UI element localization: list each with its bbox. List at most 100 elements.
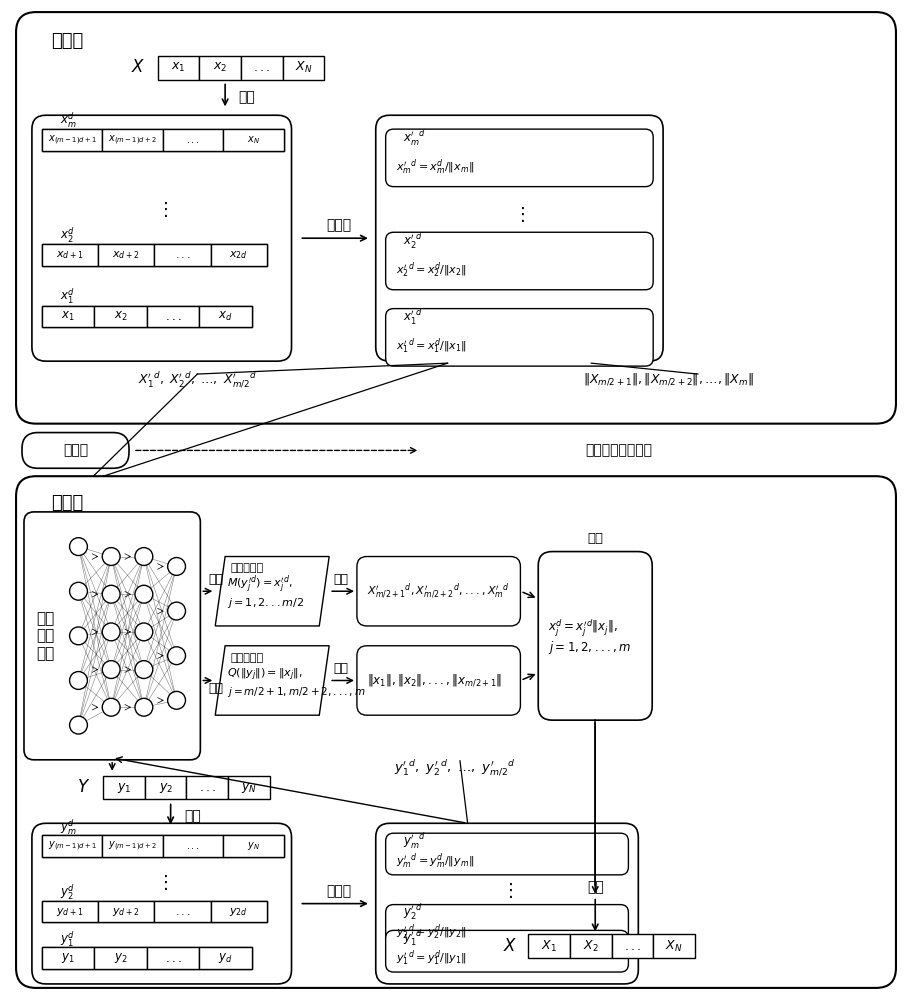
Text: $y_{d+2}$: $y_{d+2}$ — [112, 906, 140, 918]
Text: 接收端: 接收端 — [51, 494, 83, 512]
Text: $...$: $...$ — [624, 940, 641, 953]
Text: $X$: $X$ — [131, 58, 145, 76]
Text: $y_m'^d=y_m^d/\|y_m\|$: $y_m'^d=y_m^d/\|y_m\|$ — [395, 851, 474, 871]
Text: $...$: $...$ — [186, 841, 200, 851]
Bar — [570, 934, 612, 958]
Text: $Y$: $Y$ — [77, 778, 90, 796]
Text: $y_1$: $y_1$ — [61, 951, 75, 965]
FancyBboxPatch shape — [385, 833, 628, 875]
Text: $y_1'^d=y_1^d/\|y_1\|$: $y_1'^d=y_1^d/\|y_1\|$ — [395, 948, 467, 968]
Circle shape — [135, 623, 152, 641]
Text: $X_{m/2+1}'^d,X_{m/2+2}'^d,...,X_m'^d$: $X_{m/2+1}'^d,X_{m/2+2}'^d,...,X_m'^d$ — [367, 581, 509, 601]
Bar — [147, 306, 199, 327]
Text: $...$: $...$ — [165, 952, 182, 965]
Text: $x_{d+1}$: $x_{d+1}$ — [56, 249, 84, 261]
Polygon shape — [215, 557, 330, 626]
Bar — [158, 56, 199, 80]
Circle shape — [168, 558, 185, 575]
Circle shape — [135, 548, 152, 565]
Bar — [94, 947, 147, 969]
Text: $y_1'^d$: $y_1'^d$ — [404, 929, 424, 948]
Bar — [42, 947, 252, 969]
Circle shape — [135, 698, 152, 716]
Bar — [163, 129, 223, 151]
Text: $X$: $X$ — [503, 937, 518, 955]
Text: $x_2$: $x_2$ — [114, 310, 128, 323]
Bar — [42, 244, 267, 266]
Bar — [42, 947, 94, 969]
Text: $x_N$: $x_N$ — [247, 134, 260, 146]
Bar — [653, 934, 695, 958]
Circle shape — [102, 661, 121, 679]
Circle shape — [69, 538, 88, 556]
Circle shape — [69, 582, 88, 600]
Text: $y_N$: $y_N$ — [241, 781, 257, 795]
Text: 得出关系：: 得出关系： — [230, 563, 263, 573]
Bar — [98, 901, 154, 922]
Text: $X_N$: $X_N$ — [295, 60, 312, 75]
Bar — [94, 306, 147, 327]
Circle shape — [102, 548, 121, 565]
Text: $x_{(m-1)d+2}$: $x_{(m-1)d+2}$ — [108, 133, 157, 147]
Bar — [42, 835, 284, 857]
Bar — [211, 901, 267, 922]
Text: 合并: 合并 — [587, 880, 603, 894]
Text: $\vdots$: $\vdots$ — [501, 881, 513, 900]
Text: $X_N$: $X_N$ — [666, 939, 683, 954]
Text: 窃听者: 窃听者 — [63, 443, 88, 457]
Text: 预测: 预测 — [333, 662, 349, 675]
Bar — [42, 306, 252, 327]
Bar — [98, 244, 154, 266]
Bar — [42, 244, 98, 266]
FancyBboxPatch shape — [385, 930, 628, 972]
Bar — [154, 244, 211, 266]
Text: $j=1,2...m/2$: $j=1,2...m/2$ — [227, 596, 304, 610]
FancyBboxPatch shape — [385, 309, 653, 366]
Text: $\|x_1\|,\|x_2\|,...,\|x_{m/2+1}\|$: $\|x_1\|,\|x_2\|,...,\|x_{m/2+1}\|$ — [367, 673, 502, 688]
Text: $x_{d+2}$: $x_{d+2}$ — [112, 249, 140, 261]
Bar — [42, 129, 284, 151]
FancyBboxPatch shape — [385, 129, 653, 187]
Bar — [42, 129, 102, 151]
Text: $y_1^d$: $y_1^d$ — [59, 930, 75, 949]
FancyBboxPatch shape — [22, 433, 129, 468]
Bar — [241, 56, 283, 80]
Text: $y_{2d}$: $y_{2d}$ — [229, 906, 248, 918]
Text: $y_{(m-1)d+2}$: $y_{(m-1)d+2}$ — [108, 839, 157, 853]
Polygon shape — [215, 646, 330, 715]
Bar — [223, 835, 284, 857]
Circle shape — [69, 672, 88, 689]
Bar — [103, 776, 145, 799]
Bar — [228, 776, 269, 799]
FancyBboxPatch shape — [24, 512, 200, 760]
FancyBboxPatch shape — [32, 115, 291, 361]
Bar — [211, 244, 267, 266]
Bar — [42, 901, 267, 922]
Bar — [163, 835, 223, 857]
Text: $\vdots$: $\vdots$ — [156, 873, 168, 892]
Bar — [223, 129, 284, 151]
Bar — [199, 947, 252, 969]
FancyBboxPatch shape — [16, 476, 896, 988]
Text: $y_1'^d,\ y_2'^d,\ \ldots,\ y_{m/2}'^d$: $y_1'^d,\ y_2'^d,\ \ldots,\ y_{m/2}'^d$ — [394, 758, 516, 777]
Text: $...$: $...$ — [174, 250, 190, 260]
Text: $...$: $...$ — [165, 310, 182, 323]
Text: 预测: 预测 — [333, 573, 349, 586]
Text: $y_1$: $y_1$ — [117, 781, 131, 795]
Circle shape — [135, 661, 152, 679]
Bar — [42, 835, 102, 857]
Circle shape — [102, 585, 121, 603]
Text: $x_d$: $x_d$ — [218, 310, 233, 323]
Bar — [145, 776, 186, 799]
Circle shape — [102, 623, 121, 641]
Text: 计算: 计算 — [587, 532, 603, 545]
Bar — [42, 306, 94, 327]
Text: $\|X_{m/2+1}\|,\|X_{m/2+2}\|,\ldots,\|X_m\|$: $\|X_{m/2+1}\|,\|X_{m/2+2}\|,\ldots,\|X_… — [582, 371, 753, 387]
Text: $y_{d+1}$: $y_{d+1}$ — [56, 906, 84, 918]
Text: $y_2'^d$: $y_2'^d$ — [404, 903, 424, 922]
Text: $y_{(m-1)d+1}$: $y_{(m-1)d+1}$ — [47, 839, 97, 853]
Bar — [612, 934, 653, 958]
Text: 归一化: 归一化 — [327, 218, 352, 232]
FancyBboxPatch shape — [376, 115, 663, 361]
Text: $...$: $...$ — [186, 135, 200, 145]
